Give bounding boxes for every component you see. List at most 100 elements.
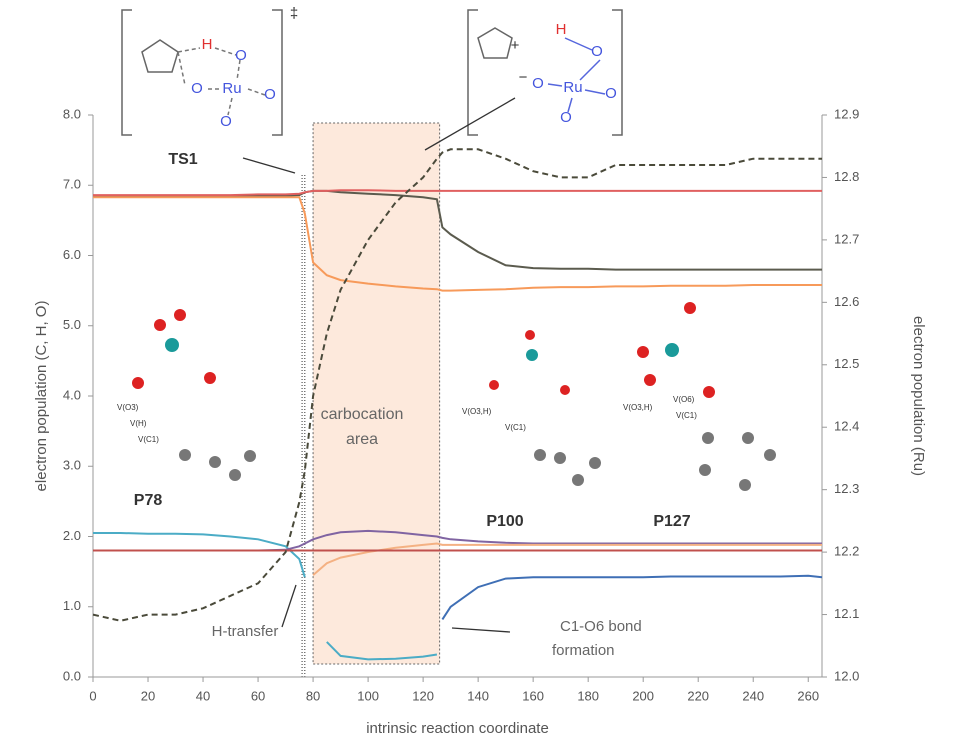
x-tick-label: 120 [412,688,434,703]
series-line [93,189,822,197]
bonds [547,37,606,113]
y-tick-label: 6.0 [63,247,81,262]
y2-tick-label: 12.1 [834,606,859,621]
atom [637,346,649,358]
x-tick-label: 180 [577,688,599,703]
atom [699,464,711,476]
series-line [93,532,438,661]
x-tick-label: 140 [467,688,489,703]
highlight-region [312,122,441,665]
arrow [451,627,511,633]
structure-label: O [605,85,617,102]
structure-label: ‡ [290,5,298,22]
y-tick-label: 1.0 [63,598,81,613]
series-line [312,542,822,576]
atom [665,343,679,357]
arrow [281,584,297,628]
atom [739,479,751,491]
y-tick-label: 3.0 [63,458,81,473]
arrow [242,157,296,174]
atom [703,386,715,398]
molecule-label: V(O3) [117,403,139,412]
bracket [121,9,283,136]
atom [534,449,546,461]
structure-label: O [591,43,603,60]
y-tick-label: 8.0 [63,106,81,121]
structure-label: O [532,75,544,92]
x-tick-label: 200 [632,688,654,703]
annotation: carbocation [321,406,404,423]
molecule-label: V(O6) [673,395,695,404]
atom [154,319,166,331]
structure-label: O [220,113,232,130]
atom [742,432,754,444]
x-tick-label: 220 [687,688,709,703]
y2-tick-label: 12.9 [834,106,859,121]
y2-axis-title: electron population (Ru) [910,316,927,476]
y-tick-label: 7.0 [63,177,81,192]
atom [132,377,144,389]
annotation: P78 [134,492,163,509]
structure-label: H [202,36,213,53]
y2-tick-label: 12.7 [834,231,859,246]
y-tick-label: 5.0 [63,317,81,332]
molecule-label: V(H) [130,419,147,428]
structure-label: Ru [222,80,241,97]
molecules [132,302,776,491]
atom [702,432,714,444]
series-line [93,196,822,292]
atom [174,309,186,321]
molecule-label: V(O3,H) [462,407,492,416]
atom [209,456,221,468]
x-tick-label: 160 [522,688,544,703]
annotation: TS1 [168,151,197,168]
ring [141,39,179,73]
structure-label: Ru [563,79,582,96]
x-tick-label: 40 [196,688,210,703]
x-tick-label: 60 [251,688,265,703]
atom [764,449,776,461]
atom [560,385,570,395]
y-tick-label: 0.0 [63,668,81,683]
x-axis-title: intrinsic reaction coordinate [366,720,549,737]
annotation: H-transfer [212,623,279,640]
structure-label: − [519,69,528,86]
atom [204,372,216,384]
series-line [92,148,822,622]
x-tick-label: 260 [797,688,819,703]
y2-tick-label: 12.6 [834,294,859,309]
annotation: P127 [653,513,690,530]
y2-tick-label: 12.5 [834,356,859,371]
arrow [424,97,516,151]
y-tick-label: 4.0 [63,387,81,402]
y2-tick-label: 12.3 [834,481,859,496]
annotation: P100 [486,513,523,530]
x-tick-label: 240 [742,688,764,703]
x-tick-label: 20 [141,688,155,703]
molecule-label: V(C1) [676,411,697,420]
molecule-label: V(O3,H) [623,403,653,412]
atom [179,449,191,461]
series-line [93,189,822,271]
molecule-label: V(C1) [138,435,159,444]
structure-label: O [264,86,276,103]
structure-label: H [556,21,567,38]
x-tick-label: 80 [306,688,320,703]
series-line [441,574,823,620]
atom [229,469,241,481]
x-tick-label: 0 [89,688,96,703]
atom [489,380,499,390]
x-tick-label: 100 [357,688,379,703]
atom [572,474,584,486]
structure-label: O [235,47,247,64]
y2-tick-label: 12.4 [834,419,859,434]
y-axis-title: electron population (C, H, O) [33,301,50,492]
bracket [467,9,623,136]
arrows [242,97,516,633]
atom [526,349,538,361]
atom [244,450,256,462]
structure-label: O [560,109,572,126]
y2-tick-label: 12.8 [834,169,859,184]
annotation: formation [552,642,615,659]
